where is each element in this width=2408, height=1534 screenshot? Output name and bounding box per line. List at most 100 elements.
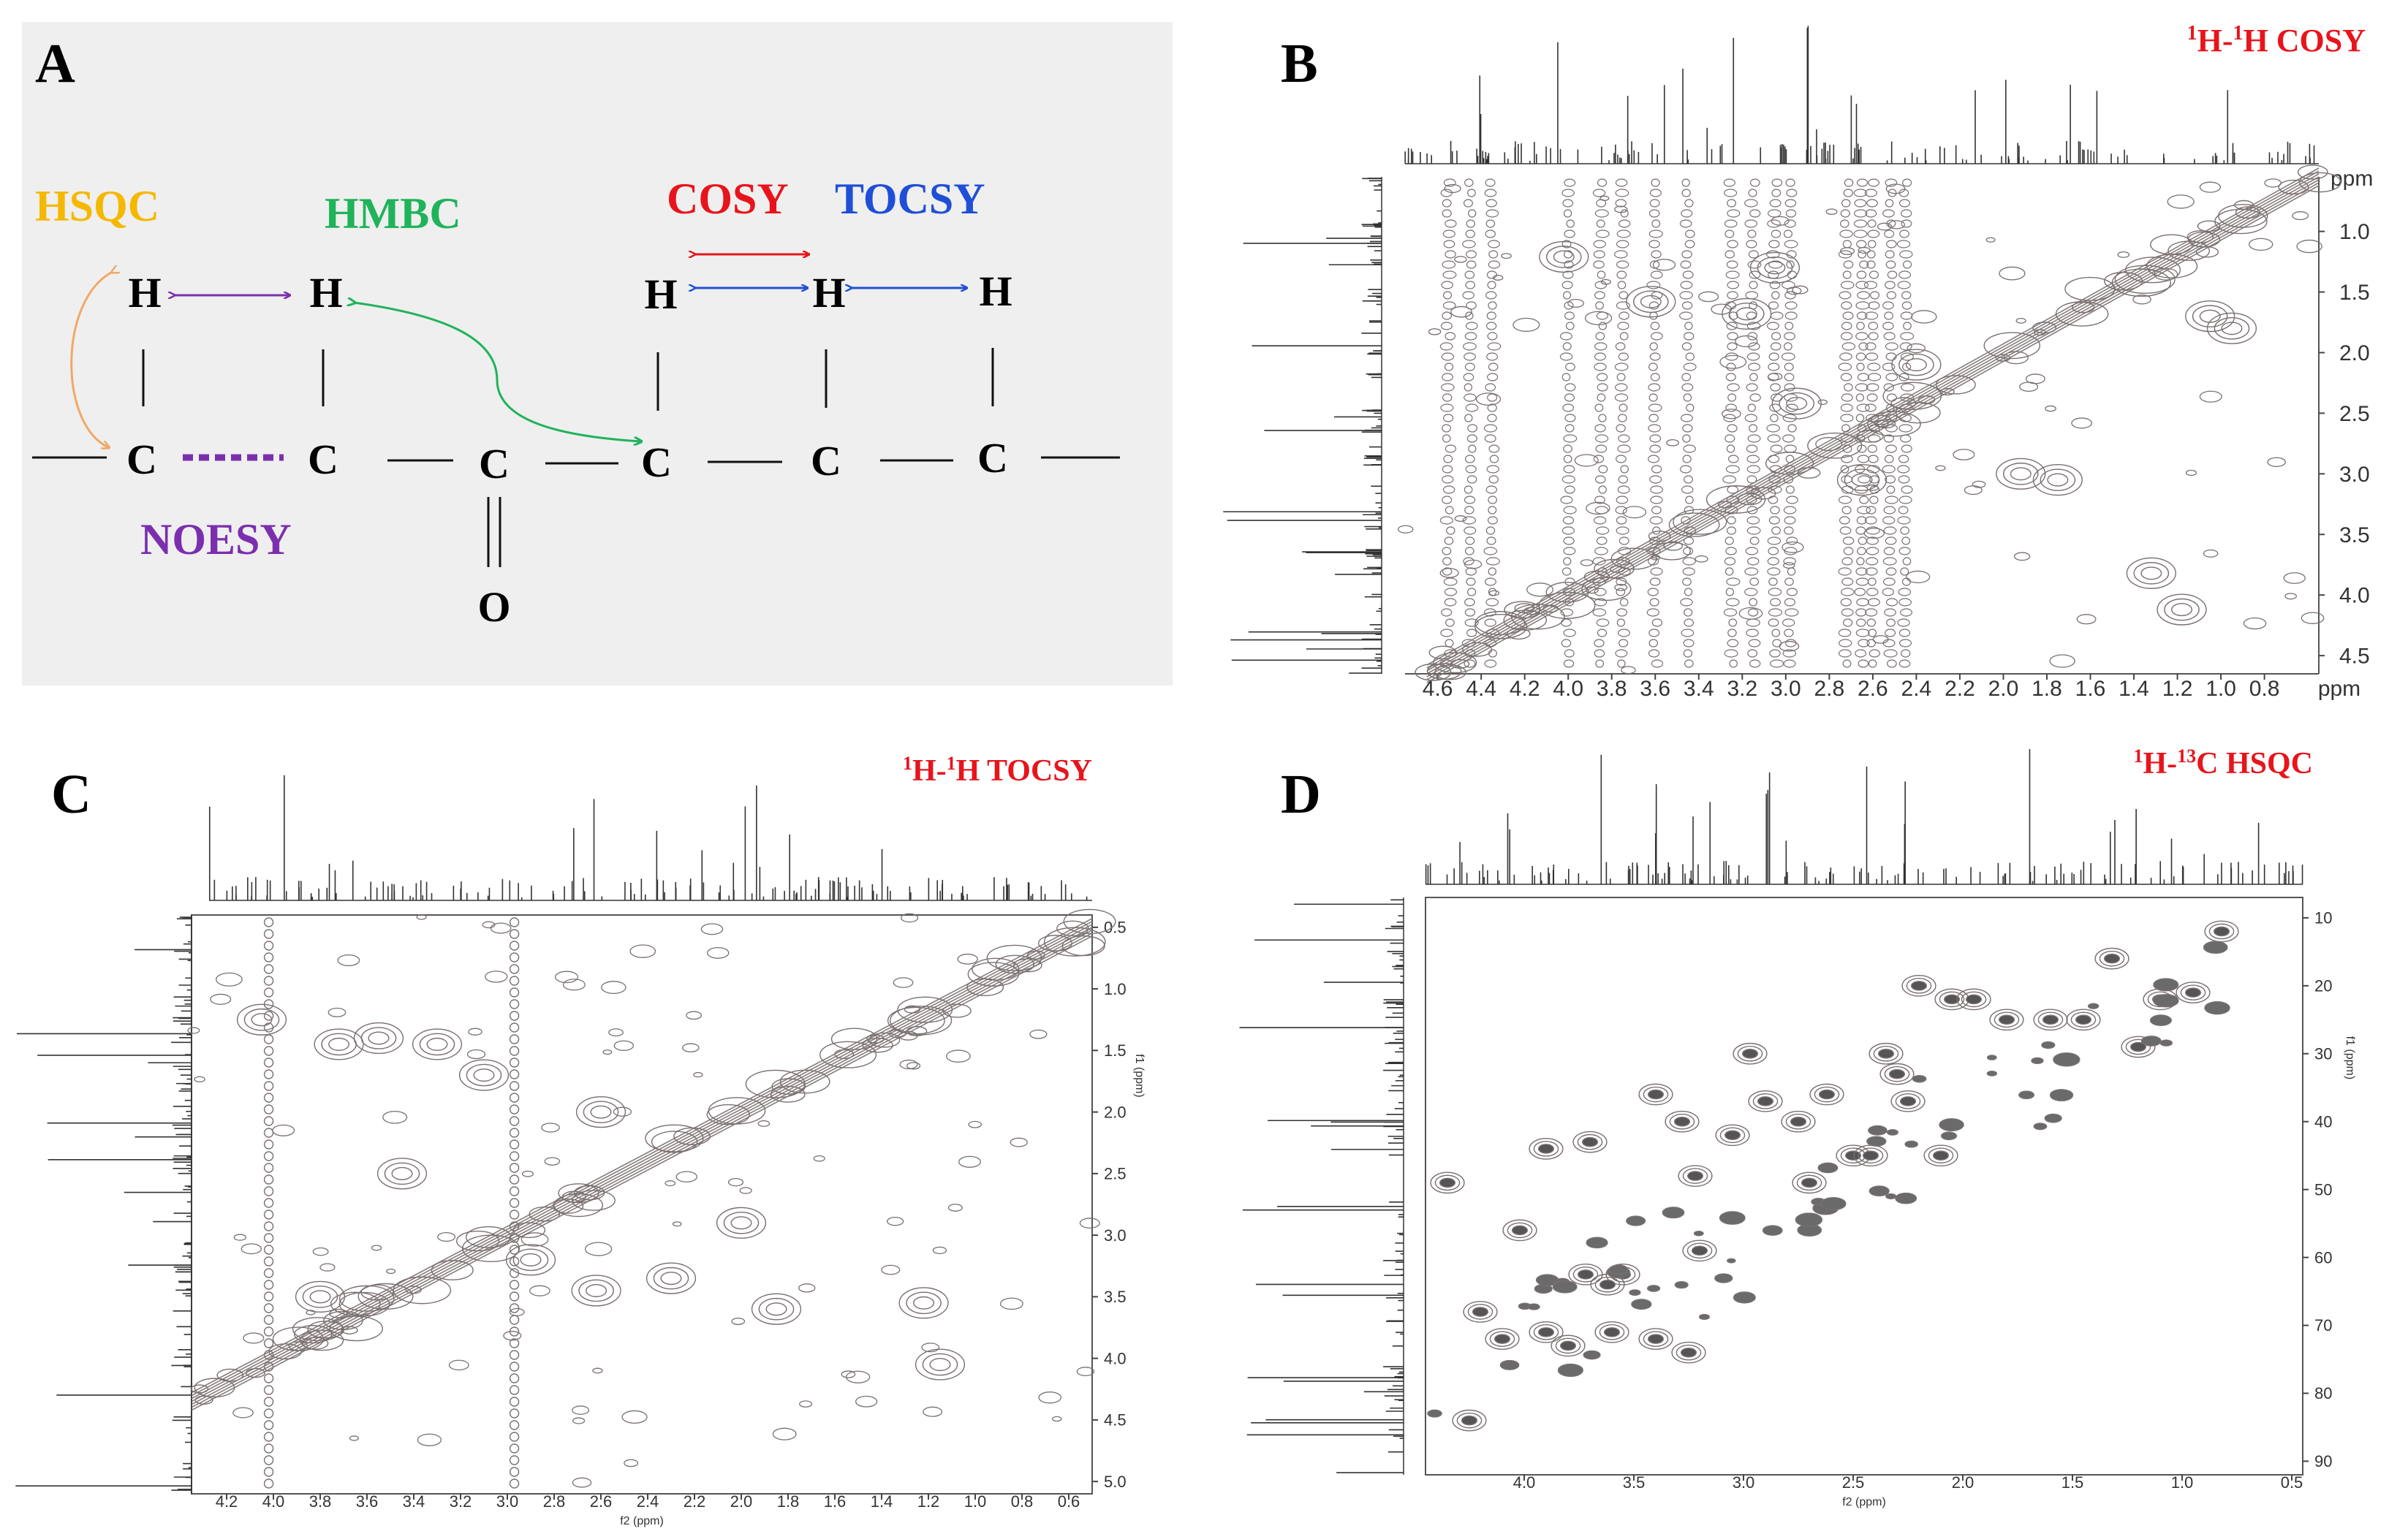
weak-cross-peak — [1768, 372, 1783, 381]
t1-noise-streak — [1562, 403, 1575, 412]
y-axis-label: f1 (ppm) — [1133, 1054, 1146, 1098]
t1-noise-streak — [1768, 485, 1782, 494]
weak-cross-peak — [686, 1011, 703, 1020]
weak-cross-peak — [2071, 417, 2093, 429]
weak-cross-peak — [1711, 303, 1733, 315]
t1-noise-streak — [1844, 178, 1854, 187]
t1-noise-streak — [1597, 373, 1608, 381]
diagonal-blob — [906, 1026, 928, 1037]
atom-h3: H — [644, 270, 677, 318]
x-tick-label: 1.6 — [824, 1492, 847, 1511]
diagonal-contour — [191, 927, 1093, 1402]
cross-peak — [1996, 457, 2046, 490]
t1-noise-streak — [1563, 434, 1578, 443]
t1-noise-streak — [1649, 577, 1661, 586]
t1-noise-streak — [1466, 629, 1477, 637]
t1-noise-streak — [1562, 516, 1575, 525]
weak-cross-peak — [1629, 1289, 1641, 1296]
weak-cross-peak — [1782, 541, 1804, 553]
t1-noise-streak — [1744, 199, 1758, 208]
weak-cross-peak — [841, 1370, 856, 1378]
y-tick-label: 2.5 — [2339, 402, 2370, 426]
t1-noise-streak — [1650, 485, 1664, 494]
x-tick-label: 1.0 — [964, 1492, 987, 1511]
panel-c-letter: C — [51, 764, 91, 825]
t1-noise-streak — [1615, 189, 1629, 197]
t1-noise-streak — [1768, 577, 1778, 586]
t1-noise-streak — [1681, 301, 1693, 310]
t1-noise-streak — [1885, 403, 1895, 412]
t1-noise-streak — [1726, 444, 1735, 453]
weak-cross-peak — [601, 981, 626, 995]
weak-cross-peak — [2296, 239, 2322, 254]
t1-noise-streak — [1594, 424, 1606, 433]
t1-noise-streak — [1885, 250, 1895, 259]
cross-peak — [1551, 1334, 1586, 1357]
t1-noise-streak — [1466, 301, 1477, 310]
diagonal-blob — [2299, 172, 2341, 193]
weak-cross-peak — [521, 1170, 534, 1177]
t1-noise-streak — [1867, 362, 1881, 371]
t1-noise-streak — [1868, 332, 1879, 341]
t1-noise-streak — [1784, 444, 1797, 453]
t1-noise-streak — [1595, 332, 1605, 341]
t1-noise-streak — [1561, 373, 1571, 381]
t1-noise-streak — [1464, 455, 1475, 463]
y-tick-label: 70 — [2314, 1316, 2332, 1334]
t1-noise-streak — [1598, 322, 1608, 330]
weak-cross-peak — [1727, 1258, 1736, 1264]
weak-cross-peak — [613, 1106, 632, 1117]
weak-cross-peak — [602, 1049, 613, 1055]
t1-noise-streak — [263, 1116, 274, 1126]
t1-noise-streak — [263, 1350, 274, 1360]
weak-cross-peak — [1735, 335, 1758, 348]
t1-noise-streak — [1562, 270, 1574, 279]
t1-noise-streak — [1744, 567, 1759, 576]
t1-noise-streak — [1840, 373, 1852, 381]
t1-noise-streak — [1563, 465, 1575, 474]
t1-noise-streak — [1487, 281, 1496, 289]
diagonal-blob — [1056, 920, 1089, 937]
t1-noise-streak — [1649, 434, 1662, 443]
t1-noise-streak — [1841, 393, 1853, 402]
t1-noise-streak — [1484, 618, 1496, 627]
t1-noise-streak — [509, 1116, 520, 1126]
t1-noise-streak — [1679, 311, 1693, 320]
t1-noise-streak — [509, 1151, 520, 1161]
t1-noise-streak — [1616, 495, 1629, 504]
weak-cross-peak — [382, 1110, 408, 1124]
t1-noise-streak — [1616, 301, 1630, 310]
t1-noise-streak — [1651, 465, 1662, 474]
diagonal-blob — [862, 1037, 893, 1053]
weak-cross-peak — [958, 1155, 982, 1168]
t1-noise-streak — [1462, 516, 1477, 525]
t1-noise-streak — [1618, 414, 1627, 422]
t1-noise-streak — [1882, 588, 1895, 596]
t1-noise-streak — [1595, 526, 1610, 535]
diagonal-blob — [357, 1283, 414, 1310]
t1-noise-streak — [1563, 659, 1575, 668]
t1-noise-streak — [1746, 475, 1757, 484]
t1-noise-streak — [1616, 260, 1629, 269]
cross-peak — [1626, 286, 1676, 318]
y-tick-label: 3.0 — [2339, 463, 2370, 487]
x-tick-label: 1.4 — [2119, 677, 2149, 701]
t1-noise-streak — [1683, 362, 1697, 371]
t1-noise-streak — [1856, 362, 1865, 371]
t1-noise-streak — [1648, 403, 1662, 412]
t1-noise-streak — [1855, 649, 1867, 658]
t1-noise-streak — [1901, 536, 1910, 545]
t1-noise-streak — [1444, 362, 1454, 371]
t1-noise-streak — [1466, 260, 1477, 269]
diagonal-blob — [431, 1260, 474, 1280]
t1-noise-streak — [1883, 332, 1896, 341]
t1-noise-streak — [1870, 291, 1880, 300]
weak-cross-peak — [572, 1417, 586, 1424]
t1-noise-streak — [1649, 199, 1660, 208]
diagonal-blob — [1037, 935, 1073, 952]
y-tick-label: 4.0 — [1104, 1349, 1127, 1367]
t1-noise-streak — [1840, 598, 1852, 607]
y-tick-label: 5.0 — [1104, 1473, 1127, 1491]
diagonal-blob — [1474, 611, 1526, 636]
t1-noise-streak — [1768, 475, 1781, 484]
